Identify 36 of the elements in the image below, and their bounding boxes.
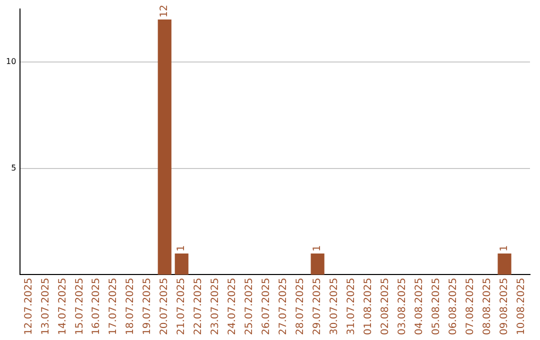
x-tick-label: 31.07.2025 [346, 278, 358, 336]
data-label: 12 [159, 4, 170, 18]
x-tick-label: 04.08.2025 [414, 278, 426, 336]
x-tick-label: 17.07.2025 [108, 278, 120, 336]
x-tick-label: 19.07.2025 [142, 278, 154, 336]
x-tick-label: 23.07.2025 [210, 278, 222, 336]
x-tick-label: 21.07.2025 [176, 278, 188, 336]
x-tick-label: 12.07.2025 [23, 278, 34, 336]
x-tick-label: 22.07.2025 [193, 278, 204, 336]
x-tick-label: 24.07.2025 [227, 278, 238, 336]
x-tick-label: 28.07.2025 [295, 278, 306, 336]
x-tick-label: 02.08.2025 [380, 278, 392, 336]
x-tick-label: 08.08.2025 [482, 278, 494, 336]
x-tick-label: 25.07.2025 [244, 278, 256, 336]
x-tick-label: 18.07.2025 [125, 278, 136, 336]
x-tick-label: 07.08.2025 [465, 278, 476, 336]
data-label: 1 [176, 245, 188, 252]
x-tick-label: 09.08.2025 [499, 278, 510, 336]
x-tick-label: 01.08.2025 [363, 278, 374, 336]
x-tick-label: 10.08.2025 [516, 278, 528, 336]
x-tick-label: 29.07.2025 [312, 278, 324, 336]
x-tick-label: 16.07.2025 [91, 278, 102, 336]
x-tick-label: 05.08.2025 [431, 278, 442, 336]
y-tick-label: 5 [11, 163, 16, 172]
x-tick-label: 26.07.2025 [261, 278, 272, 336]
x-tick-label: 14.07.2025 [57, 278, 68, 336]
x-tick-label: 06.08.2025 [448, 278, 460, 336]
x-tick-label: 20.07.2025 [159, 278, 170, 336]
x-tick-label: 13.07.2025 [40, 278, 52, 336]
x-tick-label: 03.08.2025 [397, 278, 408, 336]
y-tick-label: 10 [6, 57, 16, 66]
data-label: 1 [499, 245, 510, 252]
x-tick-label: 15.07.2025 [74, 278, 86, 336]
data-label: 1 [312, 245, 324, 252]
x-tick-label: 27.07.2025 [278, 278, 290, 336]
x-tick-label: 30.07.2025 [329, 278, 340, 336]
